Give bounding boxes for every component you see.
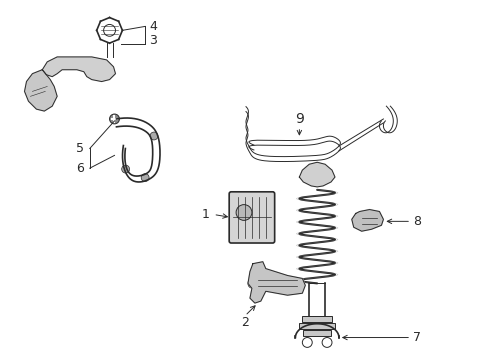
Text: 5: 5	[76, 142, 84, 155]
Text: 1: 1	[201, 208, 209, 221]
FancyBboxPatch shape	[302, 316, 332, 322]
Circle shape	[122, 165, 129, 173]
FancyBboxPatch shape	[303, 330, 331, 336]
Circle shape	[236, 204, 252, 220]
Circle shape	[141, 174, 149, 181]
Polygon shape	[42, 57, 116, 82]
FancyBboxPatch shape	[299, 323, 335, 329]
Text: 2: 2	[241, 316, 249, 329]
Circle shape	[150, 132, 158, 140]
FancyBboxPatch shape	[229, 192, 275, 243]
Polygon shape	[352, 210, 383, 231]
Text: 3: 3	[149, 34, 157, 47]
Polygon shape	[248, 262, 305, 303]
Text: 7: 7	[413, 331, 421, 344]
Circle shape	[110, 114, 120, 124]
Circle shape	[312, 170, 322, 180]
Text: 9: 9	[295, 112, 304, 126]
Text: 8: 8	[413, 215, 421, 228]
Circle shape	[294, 278, 304, 288]
Polygon shape	[24, 70, 57, 111]
Polygon shape	[299, 162, 335, 187]
Circle shape	[248, 278, 258, 288]
Text: 6: 6	[76, 162, 84, 175]
Text: 4: 4	[149, 20, 157, 33]
